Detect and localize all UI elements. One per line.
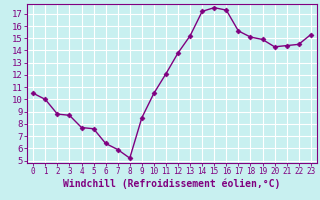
X-axis label: Windchill (Refroidissement éolien,°C): Windchill (Refroidissement éolien,°C) (63, 179, 281, 189)
